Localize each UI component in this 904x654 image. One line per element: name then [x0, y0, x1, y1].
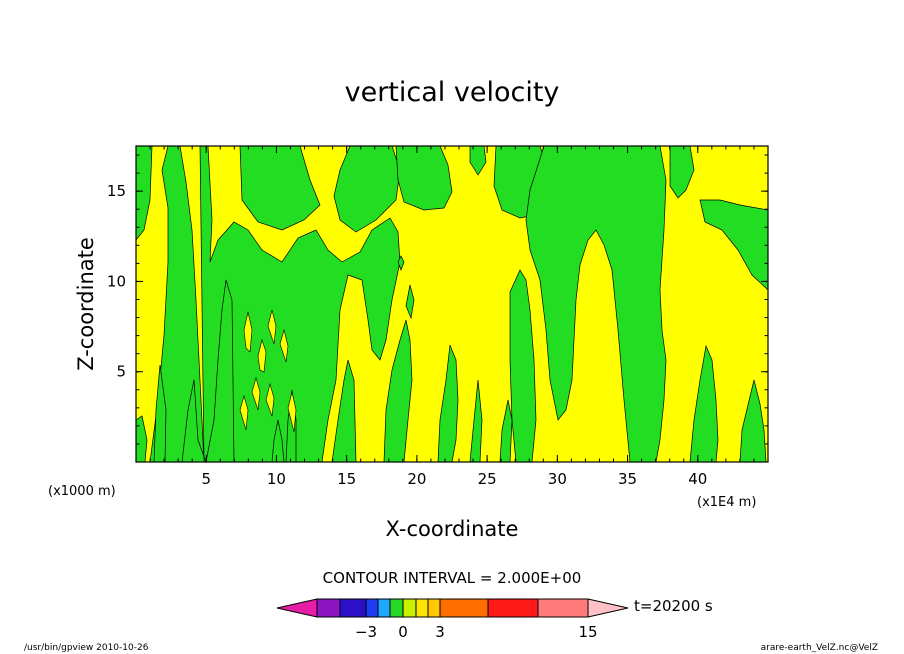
negative-contour-region — [397, 255, 405, 271]
colorbar-segment — [537, 598, 589, 618]
negative-contour-region — [437, 344, 459, 463]
colorbar-tick-label: 3 — [435, 623, 445, 641]
colorbar-segment — [415, 598, 429, 618]
colorbar-tick-label: 15 — [578, 623, 597, 641]
footer-right: arare-earth_VelZ.nc@VelZ — [761, 643, 878, 653]
colorbar-segment — [316, 598, 341, 618]
time-label: t=20200 s — [634, 597, 713, 615]
negative-velocity-regions — [135, 145, 769, 464]
chart-title: vertical velocity — [345, 77, 560, 108]
x-tick-label: 40 — [688, 470, 707, 488]
colorbar-segment — [339, 598, 367, 618]
colorbar-segment — [377, 598, 391, 618]
plot-area: 5 10 15 20 25 30 35 40 5 10 15 — [107, 145, 769, 488]
negative-contour-region — [509, 269, 537, 463]
colorbar-segment — [402, 598, 417, 618]
y-axis-label: Z-coordinate — [74, 237, 98, 371]
y-tick-label: 15 — [107, 182, 126, 200]
colorbar-segment — [487, 598, 539, 618]
negative-contour-region — [239, 145, 321, 231]
x-axis-ticks: 5 10 15 20 25 30 35 40 — [149, 146, 755, 488]
negative-contour-region — [699, 199, 769, 291]
x-tick-label: 15 — [337, 470, 356, 488]
y-axis-ticks: 5 10 15 — [107, 154, 768, 445]
x-axis-label: X-coordinate — [386, 517, 519, 541]
negative-contour-region — [405, 284, 415, 320]
positive-contour-island — [279, 328, 289, 363]
y-scale-note: (x1000 m) — [48, 484, 116, 499]
positive-contour-island — [243, 311, 253, 353]
plot-frame — [135, 145, 769, 463]
contour-interval-text: CONTOUR INTERVAL = 2.000E+00 — [323, 569, 582, 587]
x-scale-note: (x1E4 m) — [697, 495, 756, 510]
footer-left: /usr/bin/gpview 2010-10-26 — [24, 643, 149, 653]
colorbar-segment — [389, 598, 404, 618]
positive-contour-island — [287, 391, 297, 433]
x-tick-label: 25 — [478, 470, 497, 488]
positive-contour-island — [239, 394, 249, 431]
negative-contour-region — [395, 145, 453, 211]
positive-contour-island — [267, 309, 277, 345]
x-tick-label: 35 — [618, 470, 637, 488]
colorbar-segment — [439, 598, 489, 618]
negative-contour-region — [525, 145, 667, 463]
x-tick-label: 10 — [267, 470, 286, 488]
negative-contour-region — [383, 319, 413, 463]
positive-contour-island — [265, 382, 275, 417]
colorbar-high-extension — [587, 598, 629, 618]
colorbar-labels: −3 0 3 15 — [355, 623, 598, 641]
colorbar-tick-label: 0 — [398, 623, 408, 641]
negative-contour-region — [181, 145, 401, 464]
negative-contour-region — [333, 145, 401, 233]
x-tick-label: 20 — [407, 470, 426, 488]
colorbar-tick-label: −3 — [355, 623, 377, 641]
x-tick-label: 30 — [548, 470, 567, 488]
colorbar-segment — [365, 598, 379, 618]
colorbar-segment — [427, 598, 441, 618]
colorbar — [276, 598, 629, 618]
positive-contour-island — [257, 338, 267, 373]
y-tick-label: 10 — [107, 272, 126, 290]
negative-contour-region — [689, 344, 719, 463]
positive-contour-island — [251, 376, 261, 411]
y-tick-label: 5 — [116, 363, 126, 381]
colorbar-low-extension — [276, 598, 318, 618]
x-tick-label: 5 — [201, 470, 211, 488]
negative-contour-region — [739, 379, 767, 463]
